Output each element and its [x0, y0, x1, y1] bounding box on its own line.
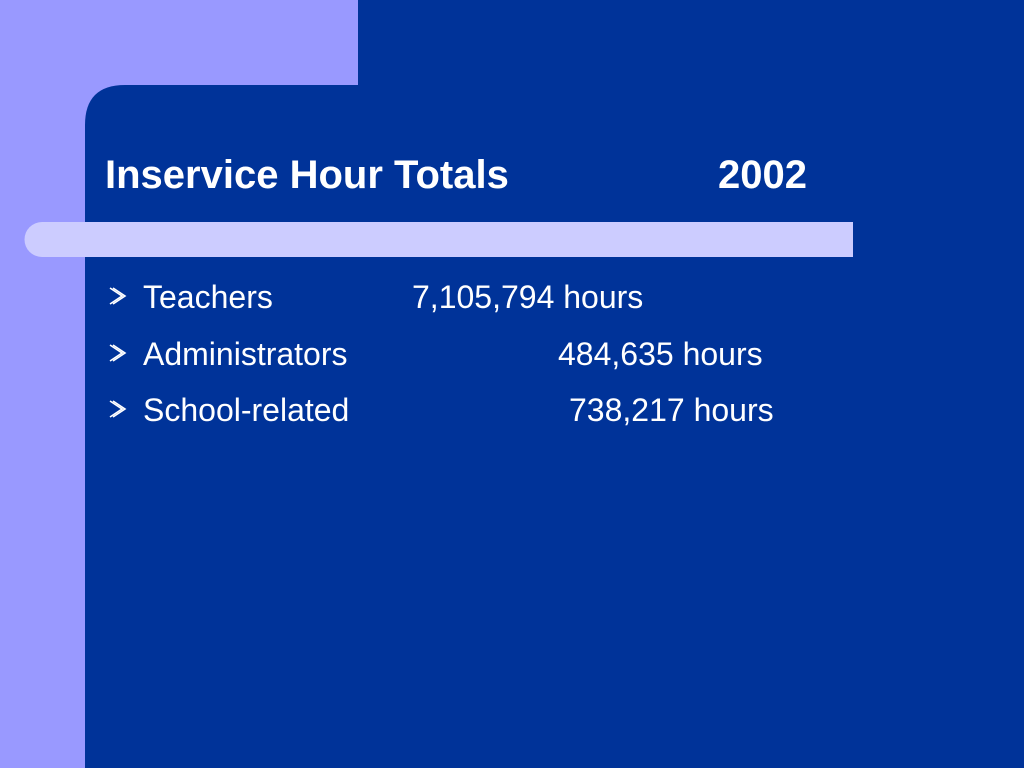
slide-year: 2002: [718, 153, 807, 197]
bullet-label: Administrators: [143, 336, 348, 372]
bullet-value: 738,217 hours: [569, 392, 774, 428]
bullet-value: 484,635 hours: [558, 336, 763, 372]
bullet-arrow: [109, 287, 127, 305]
bullet-label: Teachers: [143, 279, 273, 315]
bullet-arrow: [109, 400, 127, 418]
bullet-arrow: [109, 344, 127, 362]
bullet-label: School-related: [143, 392, 349, 428]
bullet-list: Teachers 7,105,794 hours Administrators 484…: [109, 279, 774, 428]
bullet-value: 7,105,794 hours: [412, 279, 643, 315]
top-panel: [358, 0, 1024, 86]
slide-title: Inservice Hour Totals: [105, 153, 509, 197]
title-rule: [24, 222, 854, 257]
